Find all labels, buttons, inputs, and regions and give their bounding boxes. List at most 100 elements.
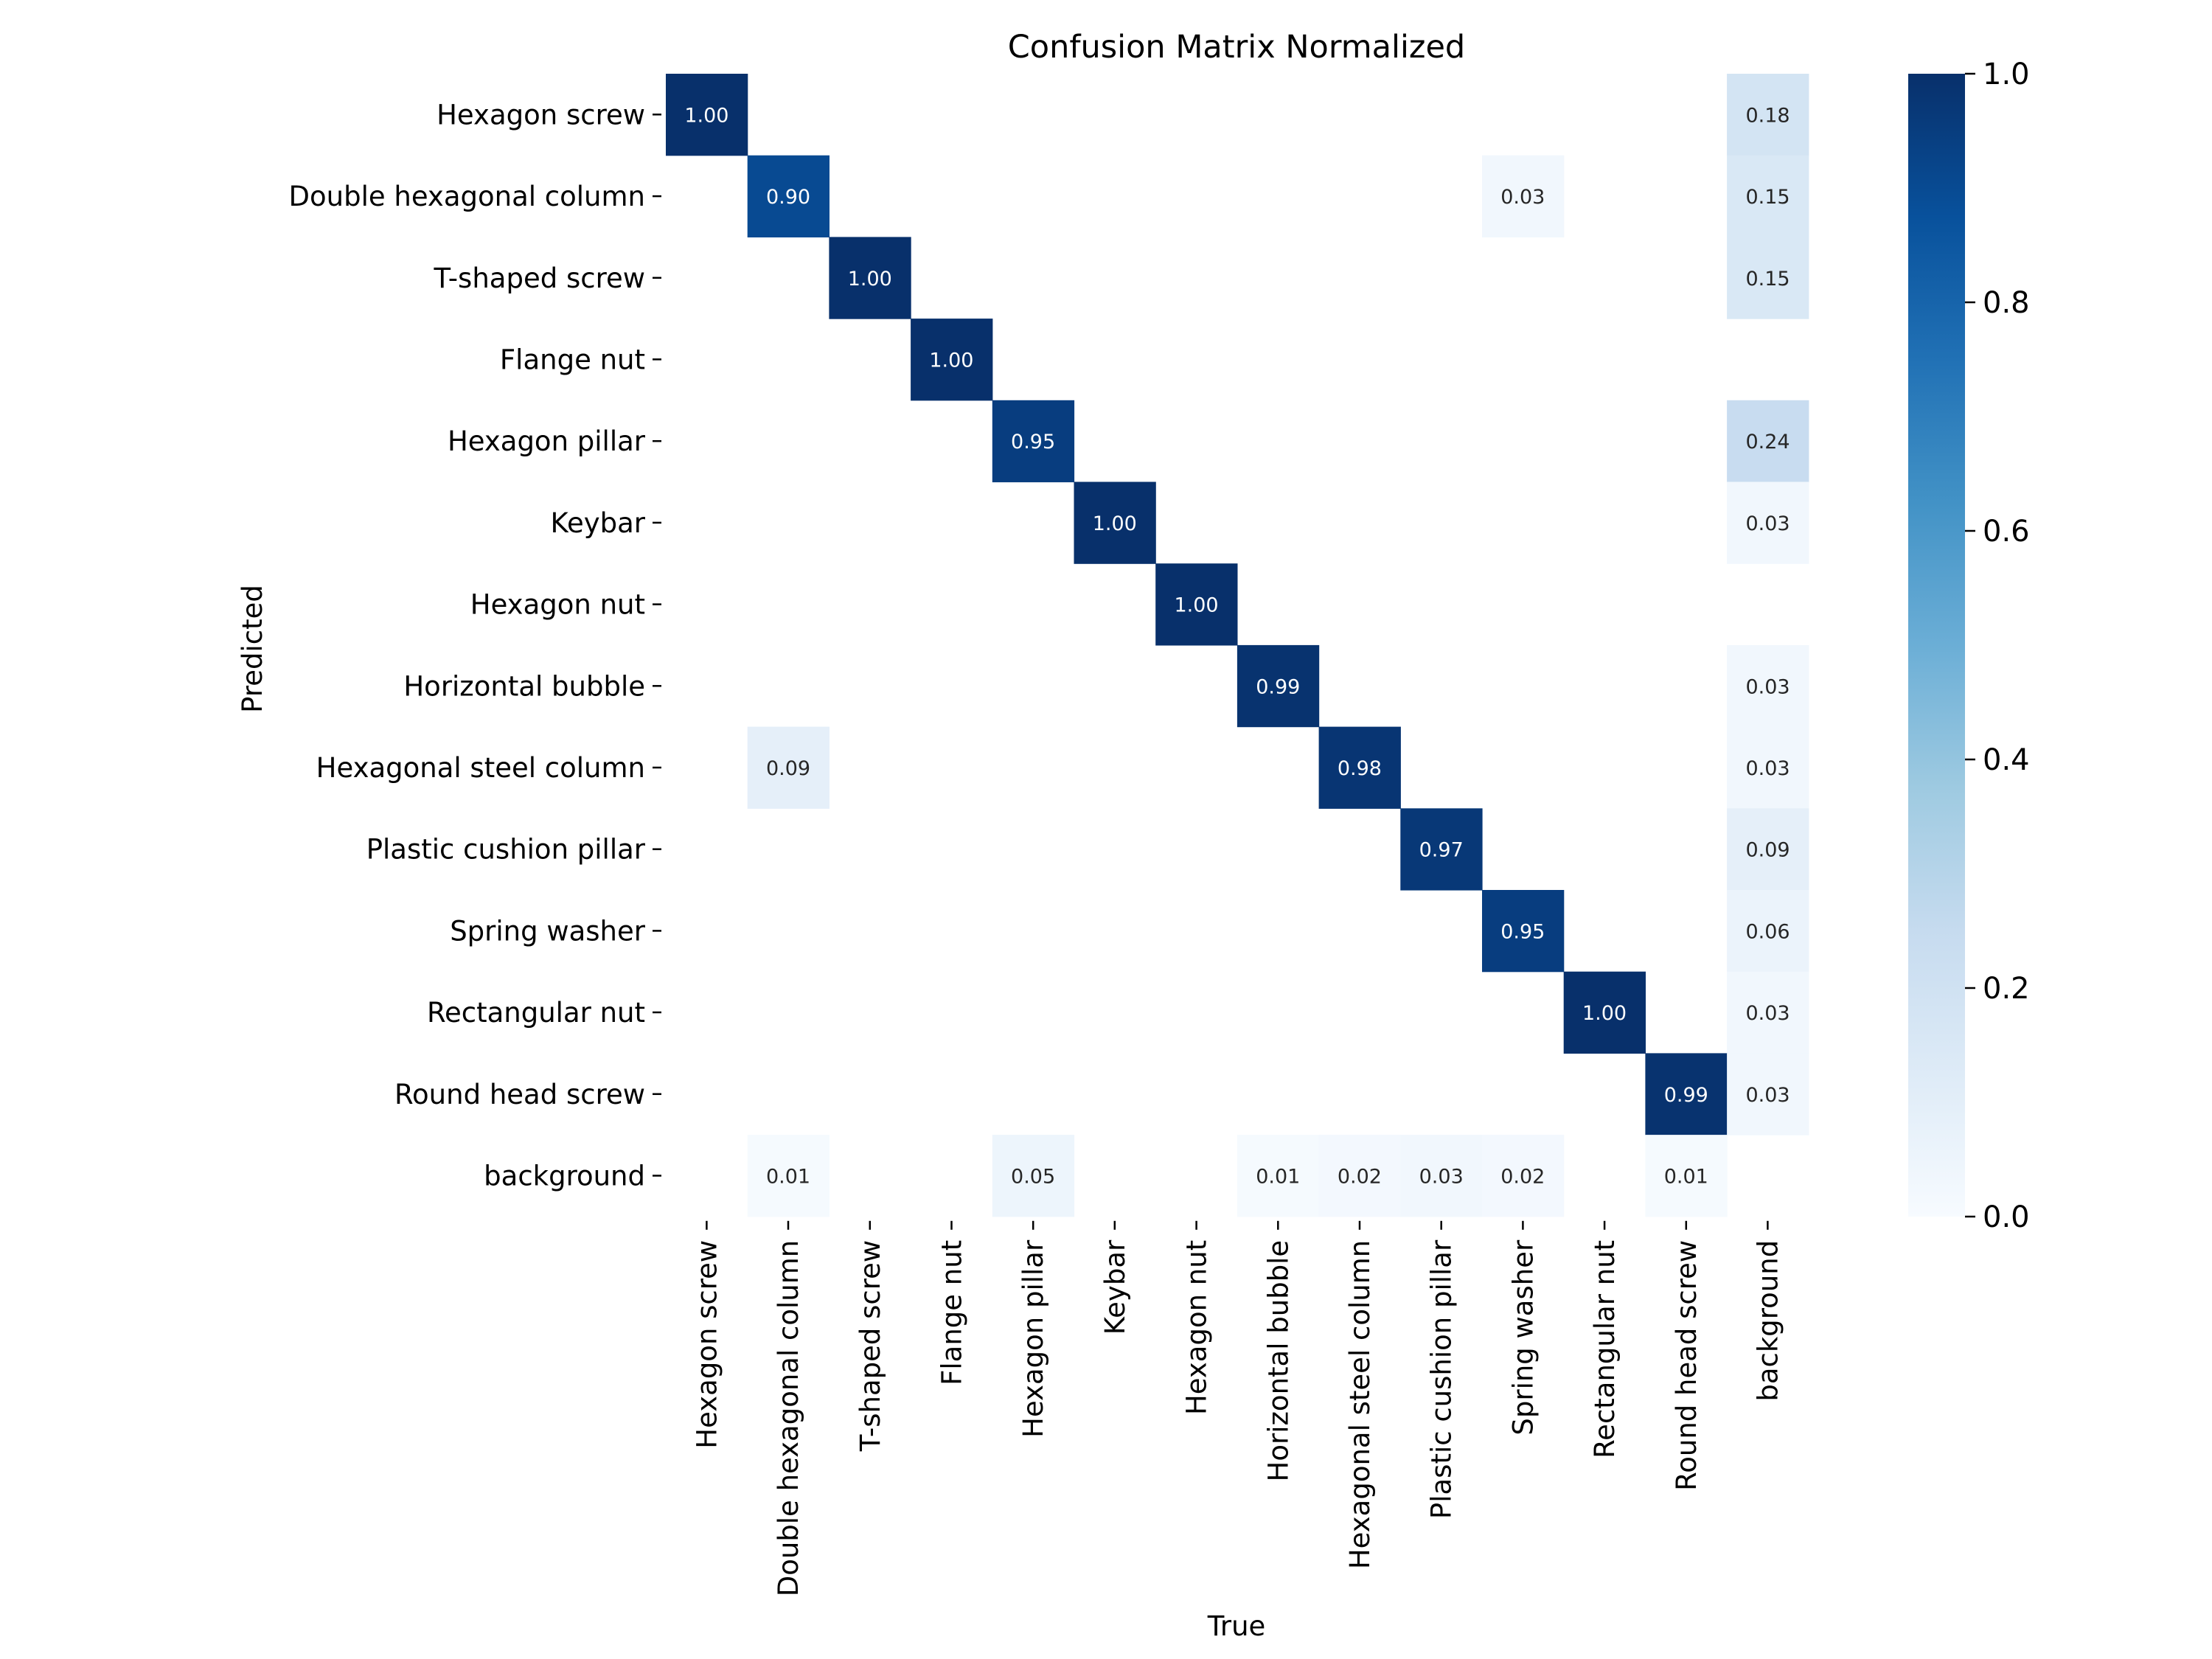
cell-value-label: 0.01 (1664, 1166, 1708, 1189)
y-tick-label: Rectangular nut (427, 997, 645, 1029)
cell-value-label: 0.09 (1745, 839, 1790, 862)
colorbar-tick-label: 1.0 (1983, 58, 2030, 91)
x-tick-label: T-shaped screw (855, 1240, 886, 1453)
heatmap-cell (1645, 1135, 1728, 1217)
x-tick-label: Flange nut (936, 1240, 968, 1385)
heatmap-cell (1727, 237, 1809, 319)
cell-value-label: 0.99 (1664, 1084, 1708, 1107)
cell-value-label: 0.03 (1745, 675, 1790, 698)
heatmap-cell (1237, 644, 1320, 728)
colorbar: 0.0 0.2 0.4 0.6 0.8 1.0 (1908, 58, 2030, 1234)
heatmap-cell (747, 155, 830, 237)
cell-value-label: 0.03 (1419, 1166, 1464, 1189)
heatmap-cells: 1.00 0.18 0.90 0.03 0.15 1.00 0.15 1.00 0.95 0.24… (666, 74, 1809, 1217)
y-tick-label: Round head screw (394, 1079, 645, 1110)
heatmap-cell (1727, 155, 1809, 237)
heatmap-cell (1400, 1135, 1483, 1217)
y-axis-ticks: Hexagon screw Double hexagonal column T-sh… (289, 99, 661, 1192)
chart-title: Confusion Matrix Normalized (1008, 29, 1465, 66)
x-tick-label: Hexagon screw (691, 1240, 723, 1449)
heatmap-cell (992, 1135, 1075, 1217)
cell-value-label: 1.00 (848, 268, 892, 291)
y-tick-label: T-shaped screw (434, 262, 646, 294)
heatmap-cell (1727, 726, 1809, 809)
x-axis-ticks: Hexagon screw Double hexagonal column T-sh… (691, 1220, 1784, 1597)
heatmap-cell (829, 237, 911, 319)
heatmap-cell (1400, 808, 1483, 891)
x-tick-label: Horizontal bubble (1262, 1240, 1294, 1482)
cell-value-label: 0.15 (1745, 268, 1790, 291)
colorbar-tick-label: 0.2 (1983, 972, 2030, 1006)
y-tick-label: Spring washer (450, 915, 646, 947)
heatmap-cell (1318, 1135, 1401, 1217)
cell-value-label: 0.01 (766, 1166, 810, 1189)
heatmap-cell (747, 726, 830, 809)
heatmap-cell (1727, 644, 1809, 728)
y-tick-label: Hexagon pillar (448, 425, 646, 457)
y-tick-label: Horizontal bubble (403, 670, 645, 702)
cell-value-label: 1.00 (1093, 512, 1137, 535)
colorbar-tick-label: 0.8 (1983, 286, 2030, 320)
colorbar-tick-label: 0.0 (1983, 1200, 2030, 1234)
heatmap-cell (1482, 1135, 1565, 1217)
cell-value-label: 0.03 (1745, 1002, 1790, 1025)
heatmap-cell (1237, 1135, 1320, 1217)
colorbar-ticks: 0.0 0.2 0.4 0.6 0.8 1.0 (1965, 58, 2030, 1234)
y-tick-label: Double hexagonal column (289, 181, 646, 212)
x-tick-label: Plastic cushion pillar (1426, 1239, 1458, 1519)
heatmap-cell (1727, 1053, 1809, 1135)
y-tick-label: Hexagonal steel column (316, 752, 645, 784)
y-tick-label: Plastic cushion pillar (366, 834, 646, 866)
cell-value-label: 0.02 (1500, 1166, 1545, 1189)
cell-value-label: 1.00 (929, 349, 973, 372)
x-tick-label: background (1752, 1240, 1784, 1402)
heatmap-cell (1727, 971, 1809, 1054)
x-tick-label: Double hexagonal column (773, 1240, 804, 1597)
heatmap-cell (747, 1135, 830, 1217)
cell-value-label: 1.00 (1174, 594, 1218, 617)
heatmap-cell (1563, 971, 1646, 1054)
cell-value-label: 0.98 (1338, 757, 1382, 780)
colorbar-gradient (1908, 74, 1965, 1217)
heatmap-cell (1645, 1053, 1728, 1135)
cell-value-label: 0.09 (766, 757, 810, 780)
y-tick-label: background (484, 1161, 645, 1192)
cell-value-label: 0.18 (1745, 104, 1790, 127)
cell-value-label: 0.03 (1745, 512, 1790, 535)
colorbar-tick-label: 0.4 (1983, 743, 2030, 777)
x-tick-label: Hexagonal steel column (1344, 1240, 1376, 1569)
heatmap-cell (1727, 808, 1809, 891)
heatmap-cell (1727, 481, 1809, 564)
cell-value-label: 1.00 (1582, 1002, 1627, 1025)
heatmap-cell (1727, 74, 1809, 156)
cell-value-label: 0.90 (766, 186, 810, 209)
x-axis-label: True (1207, 1610, 1266, 1642)
heatmap-cell (1074, 481, 1156, 564)
cell-value-label: 0.24 (1745, 431, 1790, 453)
cell-value-label: 1.00 (684, 104, 728, 127)
heatmap-cell (1482, 155, 1565, 237)
heatmap-cell (911, 319, 993, 401)
heatmap-cell (1155, 563, 1238, 646)
cell-value-label: 0.95 (1011, 431, 1055, 453)
cell-value-label: 0.06 (1745, 920, 1790, 943)
y-tick-label: Flange nut (500, 344, 645, 375)
colorbar-tick-label: 0.6 (1983, 515, 2030, 549)
y-tick-label: Hexagon nut (470, 589, 645, 621)
x-tick-label: Hexagon pillar (1018, 1239, 1049, 1438)
cell-value-label: 0.15 (1745, 186, 1790, 209)
x-tick-label: Hexagon nut (1181, 1240, 1213, 1415)
cell-value-label: 0.02 (1338, 1166, 1382, 1189)
x-tick-label: Spring washer (1507, 1239, 1539, 1436)
x-tick-label: Rectangular nut (1589, 1240, 1621, 1458)
cell-value-label: 0.01 (1256, 1166, 1300, 1189)
y-tick-label: Hexagon screw (437, 99, 645, 131)
heatmap-cell (666, 74, 748, 156)
x-tick-label: Keybar (1099, 1239, 1131, 1335)
y-tick-label: Keybar (551, 507, 646, 539)
cell-value-label: 0.03 (1500, 186, 1545, 209)
heatmap-cell (1727, 400, 1809, 483)
heatmap-cell (1318, 726, 1401, 809)
heatmap-cell (1727, 890, 1809, 973)
